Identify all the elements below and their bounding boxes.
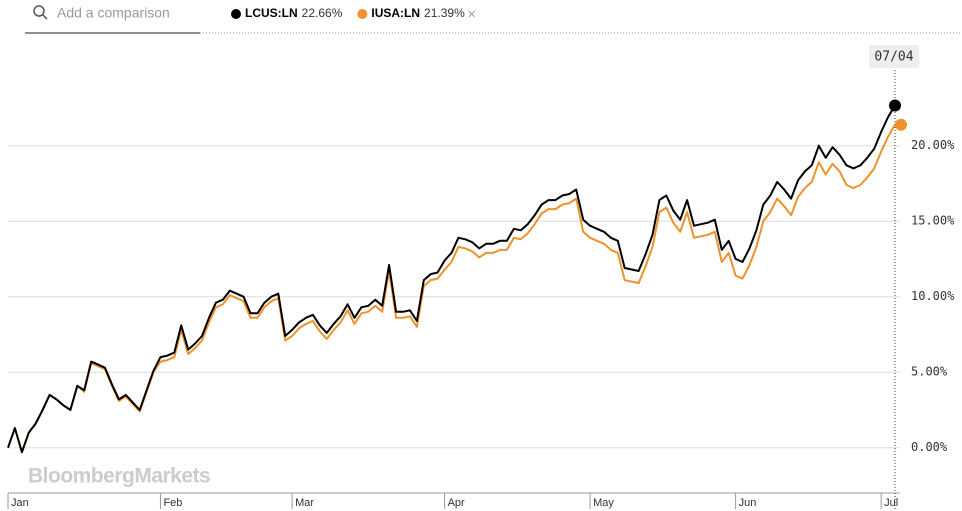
x-tick-label: Jul <box>884 497 898 509</box>
legend-name: IUSA:LN <box>371 6 420 20</box>
x-tick-label: Apr <box>448 497 465 509</box>
watermark: BloombergMarkets <box>28 465 210 488</box>
legend: LCUS:LN 22.66% IUSA:LN 21.39% <box>231 6 476 20</box>
y-tick-label: 0.00% <box>911 440 948 454</box>
legend-dot <box>357 9 368 19</box>
search-icon <box>33 5 45 17</box>
legend-dot <box>231 9 241 19</box>
legend-name: LCUS:LN <box>245 6 298 20</box>
remove-icon <box>468 10 476 18</box>
y-tick-label: 15.00% <box>911 214 955 228</box>
crosshair-label-bg <box>869 45 919 68</box>
x-tick-label: Mar <box>295 497 314 509</box>
search-box[interactable]: Add a comparison <box>25 5 200 34</box>
search-placeholder[interactable]: Add a comparison <box>57 5 170 21</box>
legend-value: 22.66% <box>302 6 343 20</box>
x-tick-label: Jun <box>739 497 757 509</box>
crosshair-label: 07/04 <box>874 50 913 65</box>
x-tick-label: Feb <box>163 497 182 509</box>
end-dot <box>889 99 901 112</box>
series-line <box>7 124 896 454</box>
search-icon-handle <box>42 14 48 20</box>
end-dot <box>895 118 907 131</box>
y-tick-label: 5.00% <box>911 365 948 379</box>
y-tick-label: 10.00% <box>911 289 955 303</box>
series-line <box>7 104 896 454</box>
x-tick-label: Jan <box>11 497 29 509</box>
legend-value: 21.39% <box>424 6 465 20</box>
remove-comparison[interactable] <box>468 10 476 18</box>
x-tick-label: May <box>593 497 614 509</box>
y-tick-label: 20.00% <box>911 138 955 152</box>
